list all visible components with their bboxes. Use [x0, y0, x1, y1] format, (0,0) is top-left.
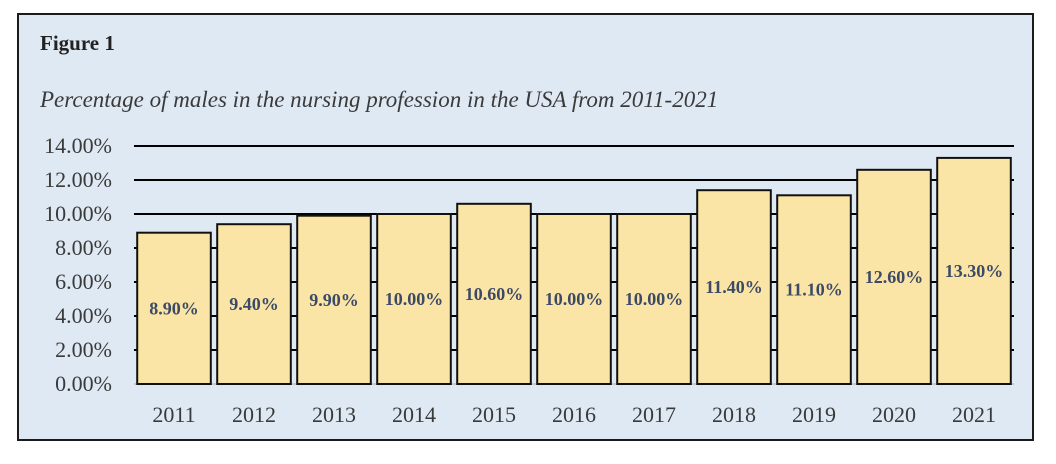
data-label: 9.40%: [229, 294, 279, 314]
y-tick-label: 10.00%: [44, 201, 112, 226]
x-tick-label: 2017: [632, 402, 676, 427]
y-tick-label: 8.00%: [55, 235, 112, 260]
x-tick-label: 2018: [712, 402, 756, 427]
bar-2020: [856, 168, 932, 385]
x-axis-ticks: 2011 2012 2013 2014 2015 2016 2017 2018 2019 2020…: [152, 402, 996, 427]
bar-2012: [216, 223, 292, 385]
figure-label: Figure 1: [40, 31, 115, 55]
x-tick-label: 2019: [792, 402, 836, 427]
y-tick-label: 4.00%: [55, 303, 112, 328]
figure-title: Percentage of males in the nursing profe…: [40, 87, 719, 112]
bar-2018: [696, 189, 772, 385]
bar-2019: [776, 194, 852, 385]
data-label: 9.90%: [309, 290, 359, 310]
data-label: 10.00%: [625, 289, 684, 309]
bar-2013: [296, 214, 372, 385]
bar-2016: [536, 213, 612, 385]
data-label: 11.10%: [785, 280, 843, 300]
y-tick-label: 6.00%: [55, 269, 112, 294]
bar-2011: [136, 231, 212, 385]
y-tick-label: 12.00%: [44, 167, 112, 192]
y-tick-label: 2.00%: [55, 337, 112, 362]
bar-2021: [936, 156, 1012, 385]
x-tick-label: 2016: [552, 402, 596, 427]
x-tick-label: 2015: [472, 402, 516, 427]
x-tick-label: 2020: [872, 402, 916, 427]
data-label: 10.00%: [545, 289, 604, 309]
data-label: 10.60%: [465, 284, 524, 304]
data-label: 11.40%: [705, 277, 763, 297]
x-tick-label: 2021: [952, 402, 996, 427]
y-axis-ticks: 0.00% 2.00% 4.00% 6.00% 8.00% 10.00% 12.00% 14.…: [44, 133, 112, 396]
y-tick-label: 0.00%: [55, 371, 112, 396]
x-tick-label: 2014: [392, 402, 436, 427]
bar-2017: [616, 213, 692, 385]
data-label: 10.00%: [385, 289, 444, 309]
x-tick-label: 2013: [312, 402, 356, 427]
data-label: 13.30%: [945, 261, 1004, 281]
data-labels: 8.90% 9.40% 9.90% 10.00% 10.60% 10.00% 10.00% 1…: [149, 261, 1003, 318]
y-tick-label: 14.00%: [44, 133, 112, 158]
bars: [136, 156, 1012, 385]
x-tick-label: 2011: [152, 402, 195, 427]
data-label: 8.90%: [149, 298, 199, 318]
x-tick-label: 2012: [232, 402, 276, 427]
data-label: 12.60%: [865, 267, 924, 287]
bar-2014: [376, 213, 452, 385]
bar-2015: [456, 202, 532, 385]
